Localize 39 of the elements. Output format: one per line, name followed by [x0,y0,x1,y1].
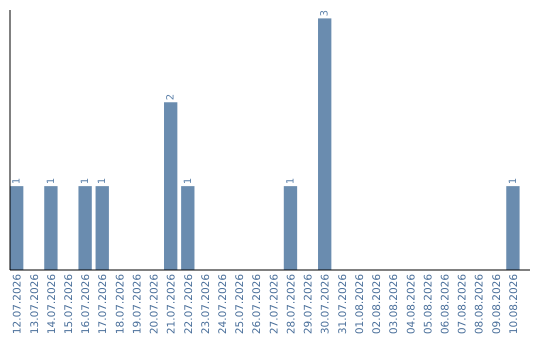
x-tick-label: 03.08.2026 [388,274,400,334]
x-tick-label: 21.07.2026 [166,274,178,334]
data-label: 1 [12,178,23,184]
x-tick-label: 04.08.2026 [405,274,418,334]
x-tick-label: 09.08.2026 [490,274,503,334]
x-tick-label: 20.07.2026 [148,274,161,334]
x-tick-label: 16.07.2026 [80,274,92,334]
x-tick-label: 08.08.2026 [474,274,486,334]
x-tick-label: 30.07.2026 [320,274,332,334]
data-label: 1 [285,178,296,184]
x-tick-label: 27.07.2026 [268,274,280,334]
data-label: 2 [166,94,177,100]
data-label: 1 [46,178,57,184]
x-tick-label: 26.07.2026 [251,274,264,334]
x-tick-label: 13.07.2026 [28,274,41,334]
x-tick-label: 15.07.2026 [63,274,76,334]
x-tick-label: 14.07.2026 [46,274,58,334]
x-tick-label: 28.07.2026 [285,274,298,334]
x-tick-label: 17.07.2026 [97,274,110,334]
data-label: 3 [320,10,331,16]
x-tick-label: 31.07.2026 [336,274,349,334]
x-tick-label: 12.07.2026 [12,274,24,334]
data-label: 1 [97,178,108,184]
x-tick-label: 01.08.2026 [354,274,366,334]
x-tick-label: 18.07.2026 [114,274,126,334]
x-tick-label: 22.07.2026 [182,274,195,334]
x-tick-label: 23.07.2026 [200,274,212,334]
x-tick-label: 19.07.2026 [131,274,144,334]
x-tick-label: 06.08.2026 [439,274,452,334]
x-tick-label: 25.07.2026 [234,274,246,334]
x-tick-label: 29.07.2026 [302,274,315,334]
x-tick-label: 02.08.2026 [371,274,384,334]
data-label: 1 [508,178,519,184]
x-tick-label: 24.07.2026 [217,274,230,334]
data-label: 1 [80,178,92,184]
x-tick-label: 05.08.2026 [422,274,434,334]
data-label: 1 [182,178,194,184]
x-tick-label: 10.08.2026 [508,274,520,334]
x-tick-label: 07.08.2026 [456,274,469,334]
